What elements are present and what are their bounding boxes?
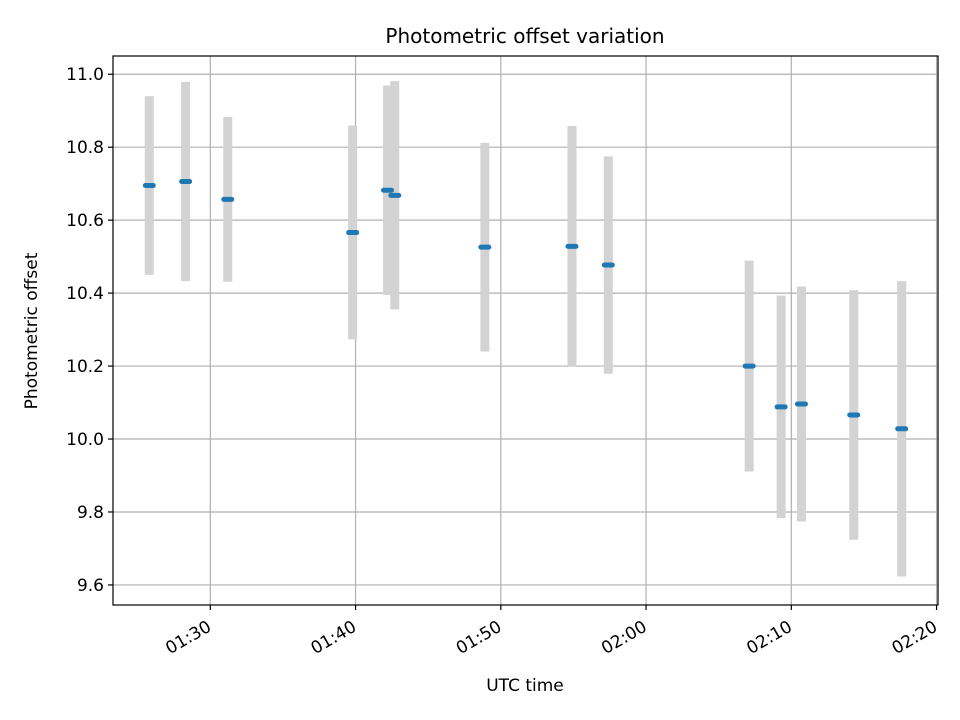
y-axis-title: Photometric offset	[22, 252, 42, 409]
data-markers	[142, 178, 909, 432]
y-tick-label: 9.8	[77, 503, 104, 523]
grid	[113, 56, 938, 605]
y-tick-label: 11.0	[66, 65, 104, 85]
y-tick-label: 10.4	[66, 284, 104, 304]
y-tick-label: 10.8	[66, 138, 104, 158]
chart-title: Photometric offset variation	[385, 24, 664, 48]
y-tick-label: 10.6	[66, 211, 104, 231]
y-tick-label: 9.6	[77, 576, 104, 596]
x-axis-title: UTC time	[486, 676, 564, 696]
y-tick-label: 10.0	[66, 430, 104, 450]
y-tick-label: 10.2	[66, 357, 104, 377]
y-axis: 9.6 9.8 10.0 10.2 10.4 10.6 10.8 11.0	[66, 65, 113, 596]
plot-frame	[112, 55, 939, 606]
